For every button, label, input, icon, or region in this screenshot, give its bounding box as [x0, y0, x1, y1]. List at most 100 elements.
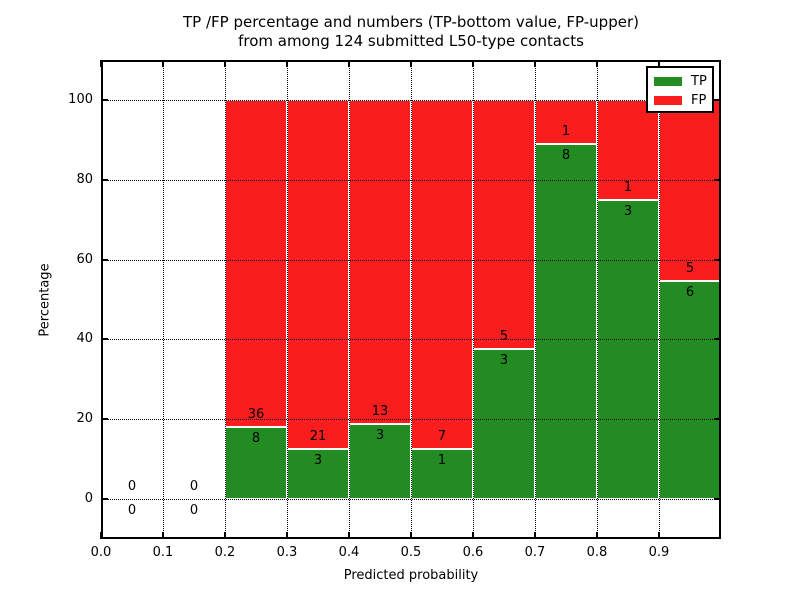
annotation-tp-count: 0	[127, 503, 137, 519]
x-tick-mark	[596, 532, 598, 539]
annotation-fp-count: 5	[499, 329, 509, 345]
spine-right	[719, 60, 721, 539]
gridline-vertical	[225, 60, 226, 539]
gridline-vertical	[535, 60, 536, 539]
legend: TP FP	[646, 66, 714, 113]
x-tick-mark	[224, 532, 226, 539]
annotation-tp-count: 6	[685, 285, 695, 301]
annotation-fp-count: 21	[309, 429, 327, 445]
y-axis-label: Percentage	[37, 263, 53, 337]
chart-title: TP /FP percentage and numbers (TP-bottom…	[101, 13, 721, 51]
x-tick-label: 0.2	[214, 545, 236, 560]
annotation-tp-count: 3	[623, 203, 633, 219]
legend-swatch-tp-icon	[654, 77, 682, 86]
legend-item-fp: FP	[654, 92, 706, 109]
bar-fp-segment	[349, 99, 411, 425]
chart-title-line2: from among 124 submitted L50-type contac…	[238, 32, 584, 50]
annotation-fp-count: 0	[189, 479, 199, 495]
y-tick-mark	[714, 498, 721, 501]
bar-fp-segment	[659, 99, 721, 282]
bar-tp-segment	[659, 281, 721, 500]
gridline-vertical	[411, 60, 412, 539]
x-tick-mark	[224, 60, 226, 67]
x-tick-mark	[410, 60, 412, 67]
annotation-fp-count: 36	[247, 406, 265, 422]
x-tick-mark	[658, 60, 660, 67]
x-tick-mark	[348, 532, 350, 539]
legend-label-tp: TP	[691, 73, 707, 89]
y-tick-mark	[101, 418, 108, 421]
x-tick-label: 0.8	[586, 545, 608, 560]
bar-tp-segment	[411, 449, 473, 500]
y-tick-label: 60	[76, 251, 93, 267]
annotation-tp-count: 3	[499, 353, 509, 369]
x-tick-mark	[286, 532, 288, 539]
annotation-fp-count: 0	[127, 479, 137, 495]
annotation-fp-count: 5	[685, 261, 695, 277]
x-tick-mark	[472, 532, 474, 539]
y-tick-mark	[714, 98, 721, 101]
x-tick-label: 0.3	[276, 545, 298, 560]
legend-swatch-fp-icon	[654, 96, 682, 105]
gridline-vertical	[287, 60, 288, 539]
annotation-fp-count: 1	[623, 179, 633, 195]
annotation-fp-count: 13	[371, 404, 389, 420]
y-tick-label: 80	[76, 171, 93, 187]
x-tick-mark	[348, 60, 350, 67]
x-axis-label: Predicted probability	[343, 568, 479, 583]
x-tick-label: 0.7	[524, 545, 546, 560]
legend-label-fp: FP	[691, 92, 707, 108]
y-tick-mark	[714, 178, 721, 181]
annotation-fp-count: 7	[437, 429, 447, 445]
y-tick-mark	[101, 258, 108, 261]
plot-area: 0 0 0 0 36 8 21 3 13 3 7 1 5 3 1 8 1 3 5 6	[100, 60, 721, 539]
y-tick-mark	[101, 338, 108, 341]
gridline-vertical	[659, 60, 660, 539]
annotation-fp-count: 1	[561, 124, 571, 140]
bar-tp-segment	[535, 144, 597, 500]
bar-fp-segment	[473, 99, 535, 350]
x-tick-mark	[534, 60, 536, 67]
x-tick-mark	[472, 60, 474, 67]
x-tick-label: 0.4	[338, 545, 360, 560]
bar-fp-segment	[287, 99, 349, 450]
y-tick-mark	[101, 498, 108, 501]
x-tick-mark	[162, 60, 164, 67]
x-tick-mark	[596, 60, 598, 67]
x-tick-label: 0.9	[648, 545, 670, 560]
annotation-tp-count: 1	[437, 453, 447, 469]
bar-fp-segment	[225, 99, 287, 427]
y-tick-mark	[714, 418, 721, 421]
x-tick-label: 0.5	[400, 545, 422, 560]
bar-tp-segment	[287, 449, 349, 500]
y-tick-label: 0	[84, 491, 93, 507]
y-tick-label: 20	[76, 411, 93, 427]
x-tick-label: 0.6	[462, 545, 484, 560]
x-tick-label: 0.0	[90, 545, 112, 560]
gridline-vertical	[163, 60, 164, 539]
x-tick-mark	[286, 60, 288, 67]
y-tick-label: 40	[76, 331, 93, 347]
annotation-tp-count: 8	[561, 148, 571, 164]
spine-bottom	[101, 537, 721, 539]
annotation-tp-count: 8	[251, 430, 261, 446]
bar-fp-segment	[411, 99, 473, 450]
annotation-tp-count: 3	[375, 428, 385, 444]
gridline-vertical	[473, 60, 474, 539]
y-tick-mark	[101, 178, 108, 181]
gridline-vertical	[597, 60, 598, 539]
spine-left	[101, 60, 103, 539]
x-tick-mark	[410, 532, 412, 539]
x-tick-mark	[534, 532, 536, 539]
bar-tp-segment	[473, 349, 535, 500]
y-tick-mark	[714, 338, 721, 341]
chart-title-line1: TP /FP percentage and numbers (TP-bottom…	[183, 13, 639, 31]
y-tick-label: 100	[68, 91, 93, 107]
y-tick-mark	[101, 98, 108, 101]
bar-tp-segment	[597, 199, 659, 500]
y-tick-mark	[714, 258, 721, 261]
x-tick-mark	[658, 532, 660, 539]
annotation-tp-count: 0	[189, 503, 199, 519]
gridline-vertical	[349, 60, 350, 539]
